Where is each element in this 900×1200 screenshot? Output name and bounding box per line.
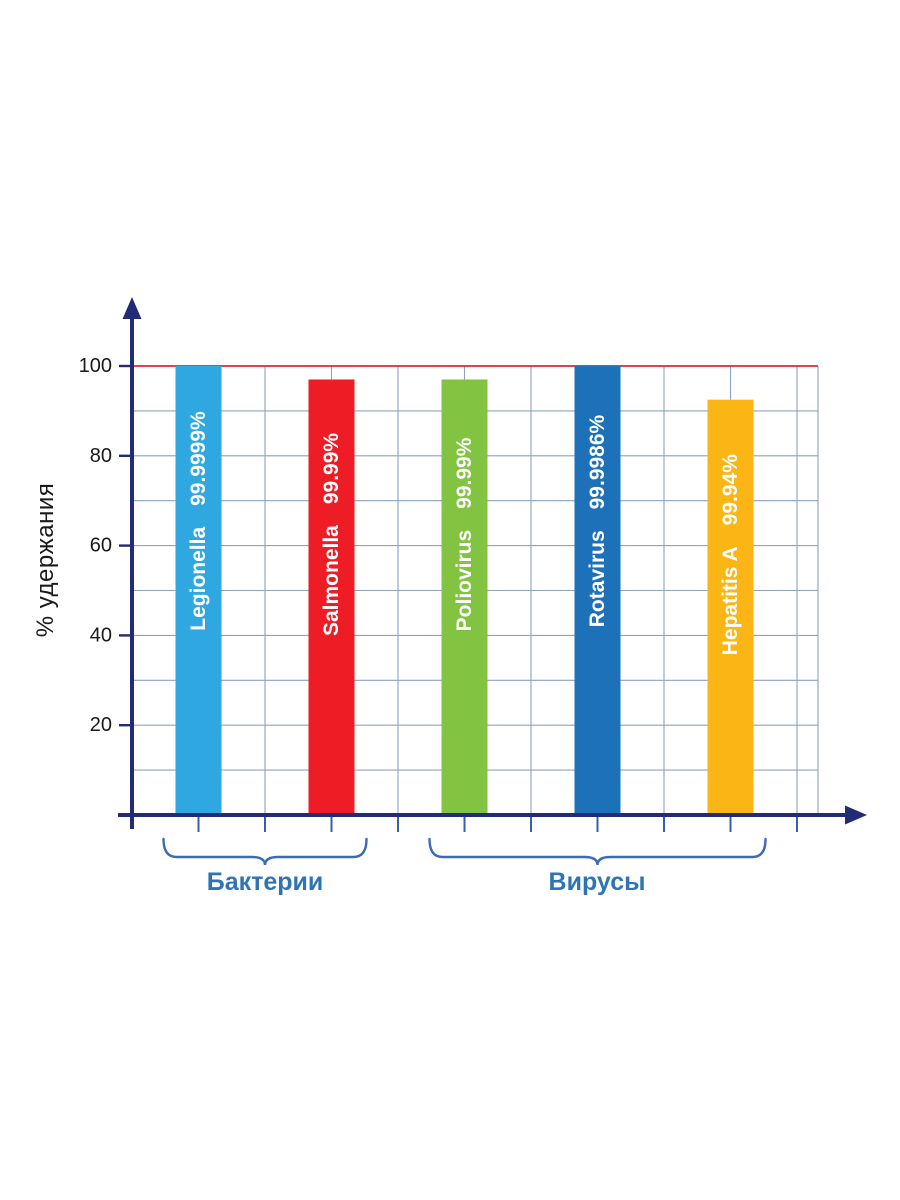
group-brace-bacteria: [162, 837, 368, 866]
y-tick-label: 20: [90, 714, 112, 736]
bar-label-salmonella: Salmonella 99.99%: [320, 433, 343, 636]
bar-label-legionella: Legionella 99.9999%: [187, 411, 210, 631]
bar-hepatitis-a: [707, 399, 754, 815]
x-axis-arrow: [845, 805, 867, 825]
y-tick-label: 60: [90, 535, 112, 557]
y-axis-arrow: [122, 297, 142, 319]
group-brace-viruses: [428, 837, 767, 866]
y-tick-label: 100: [79, 355, 112, 377]
bar-poliovirus: [441, 379, 488, 815]
bar-label-poliovirus: Poliovirus 99.99%: [453, 437, 476, 631]
bar-rotavirus: [574, 366, 621, 815]
bar-label-hepatitis-a: Hepatitis A 99.94%: [719, 454, 742, 655]
group-label-viruses: Вирусы: [548, 868, 646, 896]
group-label-bacteria: Бактерии: [206, 868, 324, 896]
y-tick-label: 40: [90, 624, 112, 646]
bar-legionella: [175, 366, 222, 815]
bar-salmonella: [308, 379, 355, 815]
y-tick-label: 80: [90, 445, 112, 467]
bar-label-rotavirus: Rotavirus 99.9986%: [586, 414, 609, 627]
y-axis-title: % удержания: [32, 482, 59, 638]
